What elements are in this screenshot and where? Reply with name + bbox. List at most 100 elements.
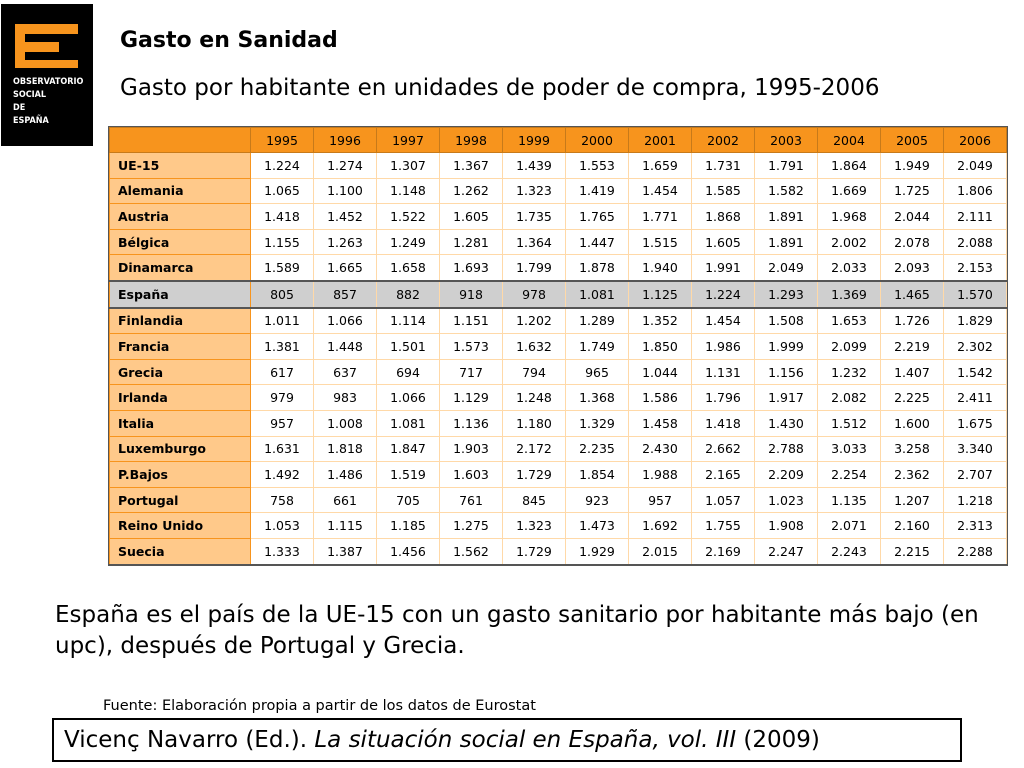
value-cell: 2.254 [817,461,881,488]
value-cell: 2.088 [943,228,1007,256]
value-cell: 1.940 [628,254,692,282]
table-row: Portugal 758 661 705 761 845 923 957 1.057 1.023 1… [109,486,1007,514]
value-cell: 1.224 [691,279,755,309]
value-cell: 1.419 [565,177,629,205]
slide-title: Gasto en Sanidad [120,28,338,53]
value-cell: 1.458 [628,409,692,437]
value-cell: 2.247 [754,537,818,565]
value-cell: 1.430 [754,409,818,437]
value-cell: 1.968 [817,203,881,230]
citation-work: La situación social en España, vol. III [314,727,737,753]
value-cell: 2.215 [880,537,944,565]
slide-subtitle: Gasto por habitante en unidades de poder… [120,75,880,101]
value-cell: 1.323 [502,177,566,205]
value-cell: 1.658 [376,254,440,282]
value-cell: 1.692 [628,512,692,539]
value-cell: 1.796 [691,384,755,411]
year-header-1998: 1998 [439,127,503,153]
value-cell: 617 [250,358,314,386]
value-cell: 1.891 [754,228,818,256]
year-header-2002: 2002 [691,127,755,153]
value-cell: 2.235 [565,435,629,463]
value-cell: 1.570 [943,279,1007,309]
value-cell: 1.053 [250,512,314,539]
value-cell: 1.582 [754,177,818,205]
value-cell: 1.368 [565,384,629,411]
table-row: Luxemburgo 1.631 1.818 1.847 1.903 2.172 2.235… [109,435,1007,463]
value-cell: 758 [250,486,314,514]
value-cell: 1.693 [439,254,503,282]
value-cell: 805 [250,279,314,309]
value-cell: 1.725 [880,177,944,205]
value-cell: 1.156 [754,358,818,386]
citation-box: Vicenç Navarro (Ed.). La situación socia… [52,718,962,762]
value-cell: 1.148 [376,177,440,205]
logo-line: ESPAÑA [13,116,49,126]
value-cell: 2.044 [880,203,944,230]
header-corner-cell [109,127,251,153]
table-row: Alemania 1.065 1.100 1.148 1.262 1.323 1.419 1.… [109,177,1007,205]
value-cell: 1.008 [313,409,377,437]
value-cell: 1.418 [691,409,755,437]
health-spending-table: 1995 1996 1997 1998 1999 2000 2001 2002 2003 2004… [108,126,1008,566]
value-cell: 1.387 [313,537,377,565]
value-cell: 2.111 [943,203,1007,230]
value-cell: 1.352 [628,307,692,335]
value-cell: 1.115 [313,512,377,539]
value-cell: 661 [313,486,377,514]
value-cell: 3.340 [943,435,1007,463]
value-cell: 1.333 [250,537,314,565]
value-cell: 1.908 [754,512,818,539]
value-cell: 1.418 [250,203,314,230]
value-cell: 1.791 [754,152,818,179]
value-cell: 1.180 [502,409,566,437]
value-cell: 2.015 [628,537,692,565]
value-cell: 1.202 [502,307,566,335]
value-cell: 1.100 [313,177,377,205]
value-cell: 1.129 [439,384,503,411]
year-header-2006: 2006 [943,127,1007,153]
value-cell: 794 [502,358,566,386]
value-cell: 2.071 [817,512,881,539]
value-cell: 2.049 [754,254,818,282]
value-cell: 1.749 [565,333,629,360]
value-cell: 918 [439,279,503,309]
value-cell: 1.057 [691,486,755,514]
value-cell: 1.512 [817,409,881,437]
value-cell: 1.066 [313,307,377,335]
country-cell: Portugal [109,486,251,514]
value-cell: 1.023 [754,486,818,514]
value-cell: 1.589 [250,254,314,282]
value-cell: 2.219 [880,333,944,360]
country-cell: Bélgica [109,228,251,256]
value-cell: 1.456 [376,537,440,565]
value-cell: 2.788 [754,435,818,463]
value-cell: 1.605 [691,228,755,256]
value-cell: 1.917 [754,384,818,411]
table-row: Suecia 1.333 1.387 1.456 1.562 1.729 1.929 2.01… [109,537,1007,565]
value-cell: 1.447 [565,228,629,256]
value-cell: 882 [376,279,440,309]
value-cell: 1.081 [565,279,629,309]
value-cell: 1.519 [376,461,440,488]
year-header-2001: 2001 [628,127,692,153]
value-cell: 923 [565,486,629,514]
value-cell: 1.263 [313,228,377,256]
country-cell: Italia [109,409,251,437]
value-cell: 1.986 [691,333,755,360]
value-cell: 1.249 [376,228,440,256]
year-header-2003: 2003 [754,127,818,153]
value-cell: 1.452 [313,203,377,230]
year-header-2000: 2000 [565,127,629,153]
value-cell: 1.515 [628,228,692,256]
value-cell: 705 [376,486,440,514]
value-cell: 1.135 [817,486,881,514]
year-header-1996: 1996 [313,127,377,153]
value-cell: 2.169 [691,537,755,565]
value-cell: 1.275 [439,512,503,539]
value-cell: 1.473 [565,512,629,539]
value-cell: 1.903 [439,435,503,463]
value-cell: 1.274 [313,152,377,179]
country-cell: España [109,279,251,309]
value-cell: 1.818 [313,435,377,463]
